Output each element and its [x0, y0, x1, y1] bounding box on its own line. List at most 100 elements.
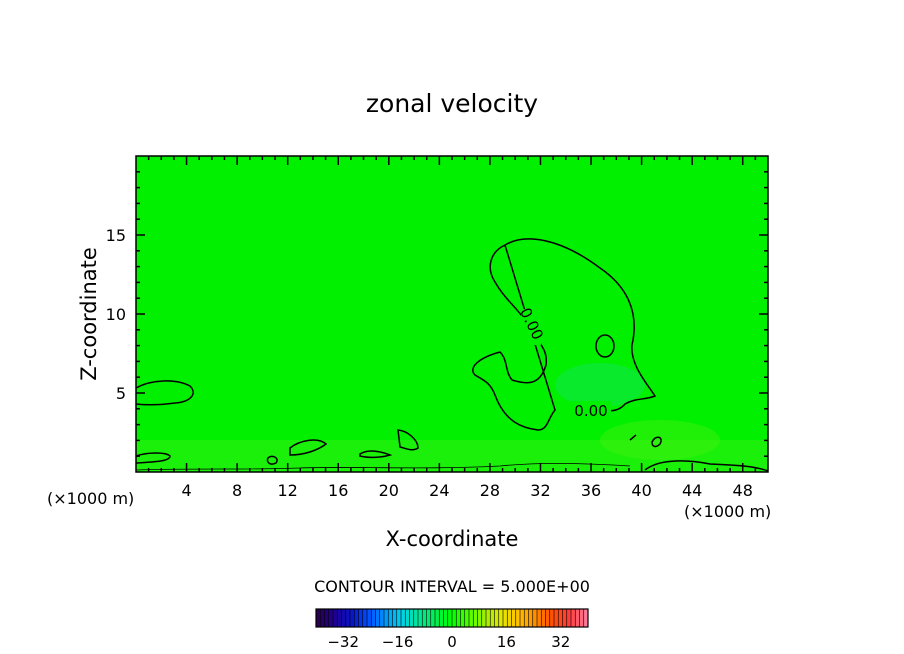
- x-axis-label: X-coordinate: [386, 527, 519, 551]
- colorbar-cell: [439, 609, 444, 627]
- colorbar-cell: [537, 609, 542, 627]
- x-tick-label: 4: [181, 481, 191, 500]
- colorbar-cell: [435, 609, 440, 627]
- colorbar-tick-labels: −32 −16 0 16 32: [327, 633, 570, 651]
- y-tick-labels: 5 10 15: [106, 226, 126, 403]
- colorbar-cell: [469, 609, 474, 627]
- contour-line-bottom: [135, 429, 769, 472]
- plot-area: [136, 156, 768, 472]
- x-tick-label: 48: [733, 481, 753, 500]
- colorbar-cell: [396, 609, 402, 627]
- colorbar-cell: [426, 609, 432, 627]
- colorbar-cell: [354, 609, 359, 627]
- colorbar-cell: [430, 609, 436, 627]
- colorbar-cell: [558, 609, 563, 627]
- contour-label-lower: 0.00: [574, 402, 607, 420]
- colorbar-cell: [443, 609, 449, 627]
- colorbar-cell: [341, 609, 347, 627]
- colorbar-cell: [350, 609, 355, 627]
- colorbar-cell: [473, 609, 478, 627]
- y-tick-label: 15: [106, 226, 126, 245]
- colorbar-cell: [498, 609, 504, 627]
- contour-interval-text: CONTOUR INTERVAL = 5.000E+00: [314, 577, 590, 596]
- colorbar-cell: [447, 609, 453, 627]
- contour-line-left: [135, 380, 194, 406]
- x-tick-label: 40: [631, 481, 651, 500]
- colorbar-cell: [549, 609, 555, 627]
- x-tick-label: 12: [278, 481, 298, 500]
- colorbar-cell: [367, 609, 372, 627]
- colorbar-cell: [358, 609, 364, 627]
- colorbar-cell: [362, 609, 368, 627]
- colorbar-cell: [511, 609, 517, 627]
- colorbar-cell: [503, 609, 508, 627]
- colorbar-cell: [384, 609, 389, 627]
- chart-title: zonal velocity: [366, 89, 538, 118]
- colorbar-cell: [320, 609, 325, 627]
- colorbar-cell: [405, 609, 410, 627]
- colorbar-cell: [413, 609, 419, 627]
- colorbar-tick-label: −32: [327, 633, 359, 651]
- colorbar-tick-label: −16: [382, 633, 414, 651]
- colorbar-cell: [494, 609, 500, 627]
- colorbar-cell: [418, 609, 423, 627]
- y-axis-label: Z-coordinate: [77, 247, 101, 381]
- x-tick-label: 16: [328, 481, 348, 500]
- colorbar-cell: [464, 609, 470, 627]
- contour-line-small: [595, 334, 615, 358]
- colorbar-cell: [541, 609, 546, 627]
- contour-lines: [135, 238, 769, 472]
- colorbar-cell: [583, 609, 589, 627]
- colorbar-cell: [486, 609, 491, 627]
- colorbar-cell: [371, 609, 376, 627]
- colorbar-cell: [515, 609, 521, 627]
- contour-line-bottom-thin: [135, 462, 631, 471]
- colorbar-cell: [345, 609, 351, 627]
- colorbar-tick-label: 32: [551, 633, 570, 651]
- colorbar-cell: [375, 609, 381, 627]
- colorbar-tick-label: 16: [497, 633, 516, 651]
- contour-line-main: [472, 238, 657, 431]
- x-tick-label: 32: [530, 481, 550, 500]
- colorbar-cell: [532, 609, 538, 627]
- x-unit-right: (×1000 m): [684, 502, 771, 521]
- x-tick-label: 36: [581, 481, 601, 500]
- x-tick-label: 24: [429, 481, 449, 500]
- colorbar-cell: [392, 609, 398, 627]
- x-unit-left: (×1000 m): [47, 489, 134, 508]
- colorbar-tick-label: 0: [447, 633, 457, 651]
- field-shading: [136, 363, 768, 472]
- y-tick-label: 5: [116, 384, 126, 403]
- colorbar-cell: [571, 609, 576, 627]
- colorbar-cell: [337, 609, 342, 627]
- colorbar-cell: [528, 609, 534, 627]
- colorbar-cell: [333, 609, 338, 627]
- x-tick-label: 44: [682, 481, 702, 500]
- colorbar-cell: [328, 609, 334, 627]
- colorbar-cell: [422, 609, 427, 627]
- x-tick-label: 8: [232, 481, 242, 500]
- y-tick-label: 10: [106, 305, 126, 324]
- colorbar-cell: [316, 609, 321, 627]
- colorbar-cell: [324, 609, 330, 627]
- colorbar-cell: [507, 609, 512, 627]
- colorbar-cell: [409, 609, 415, 627]
- colorbar-frame: [315, 608, 589, 628]
- colorbar: [315, 608, 589, 628]
- x-tick-labels: 4 8 12 16 20 24 28 32 36 40 44 48: [181, 481, 752, 500]
- colorbar-cell: [481, 609, 487, 627]
- colorbar-cell: [575, 609, 580, 627]
- x-tick-label: 20: [379, 481, 399, 500]
- colorbar-cell: [452, 609, 457, 627]
- colorbar-cell: [401, 609, 406, 627]
- colorbar-cell: [566, 609, 572, 627]
- colorbar-cell: [524, 609, 529, 627]
- colorbar-cell: [460, 609, 466, 627]
- colorbar-cell: [545, 609, 551, 627]
- colorbar-cell: [456, 609, 461, 627]
- colorbar-cell: [388, 609, 393, 627]
- colorbar-cell: [490, 609, 495, 627]
- colorbar-cell: [379, 609, 385, 627]
- x-tick-label: 28: [480, 481, 500, 500]
